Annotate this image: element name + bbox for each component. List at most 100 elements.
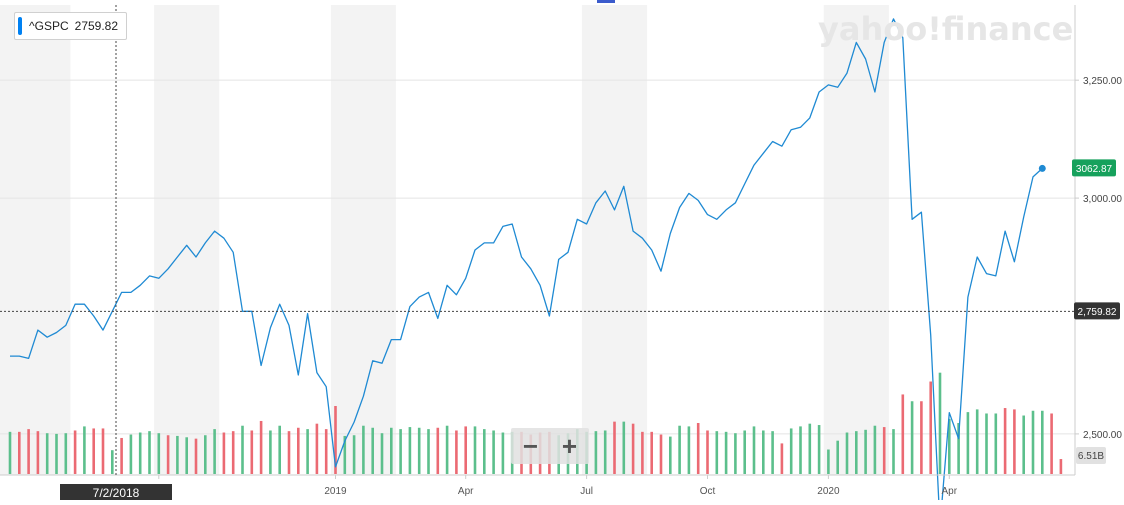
- volume-bar: [696, 423, 700, 474]
- volume-bar: [706, 430, 709, 474]
- volume-bar: [836, 440, 839, 474]
- volume-bar: [994, 413, 998, 474]
- volume-bar: [324, 429, 328, 474]
- series-color-swatch: [18, 17, 22, 35]
- crosshair: 2,759.82 7/2/2018: [0, 5, 1120, 500]
- volume-bar: [120, 437, 123, 474]
- volume-label: 6.51B: [1078, 451, 1104, 462]
- volume-bar: [780, 443, 784, 474]
- volume-bar: [55, 433, 58, 474]
- volume-bar: [1022, 415, 1025, 474]
- volume-bar: [855, 431, 858, 474]
- volume-bar: [938, 372, 942, 474]
- x-tick-label: 2020: [817, 486, 840, 497]
- volume-bar: [399, 429, 402, 474]
- volume-bar: [659, 434, 663, 474]
- x-tick-label: 2019: [324, 486, 347, 497]
- volume-bar: [297, 427, 300, 474]
- volume-bar: [920, 401, 923, 474]
- volume-bar: [901, 394, 905, 474]
- volume-bar: [455, 430, 458, 474]
- volume-bar: [966, 412, 970, 474]
- range-indicator[interactable]: [597, 0, 615, 3]
- last-price-dot: [1038, 164, 1046, 172]
- volume-bar: [445, 425, 449, 474]
- volume-bar: [975, 409, 979, 474]
- volume-bar: [8, 431, 12, 474]
- volume-bar: [352, 435, 356, 474]
- volume-bar: [1059, 459, 1063, 474]
- volume-bar: [817, 425, 821, 474]
- volume-bar: [687, 426, 691, 474]
- yahoo-finance-watermark: yahoo!finance: [818, 10, 1074, 48]
- legend-symbol: ^GSPC: [29, 19, 69, 33]
- volume-bar: [166, 435, 170, 474]
- legend-value: 2759.82: [74, 19, 119, 33]
- volume-bar: [957, 423, 960, 474]
- volume-bar: [390, 427, 393, 474]
- crosshair-date-label: 7/2/2018: [93, 486, 140, 500]
- symbol-legend[interactable]: ^GSPC 2759.82: [14, 12, 128, 40]
- volume-bar: [176, 435, 179, 474]
- volume-bar: [650, 431, 653, 474]
- volume-bar: [45, 433, 49, 474]
- volume-bar: [799, 426, 802, 474]
- volume-bar: [892, 429, 895, 474]
- volume-bar: [473, 426, 477, 474]
- volume-bar: [1003, 408, 1007, 474]
- volume-bar: [269, 430, 272, 474]
- volume-bar: [380, 433, 384, 474]
- volume-bar: [101, 428, 105, 474]
- price-line: [10, 18, 1043, 505]
- volume-bar: [436, 427, 440, 474]
- x-tick-label: Jul: [580, 486, 593, 497]
- volume-bar: [27, 429, 30, 474]
- volume-bar: [231, 431, 235, 474]
- volume-bar: [138, 432, 142, 474]
- volume-bar: [715, 431, 719, 474]
- volume-bar: [948, 418, 951, 474]
- volume-bar: [157, 433, 161, 474]
- volume-bar: [594, 431, 598, 474]
- volume-bar: [808, 423, 812, 474]
- volume-bar: [250, 430, 254, 474]
- volume-bar: [603, 430, 607, 474]
- shaded-band: [330, 5, 396, 475]
- volume-bar: [985, 413, 988, 474]
- volume-bar: [315, 423, 319, 474]
- volume-bar: [73, 430, 77, 474]
- volume-bar: [864, 429, 867, 474]
- volume-bar: [185, 437, 188, 474]
- zoom-out-button[interactable]: −: [522, 430, 539, 461]
- volume-bar: [213, 429, 216, 474]
- x-tick-label: Apr: [942, 486, 958, 497]
- volume-bar: [148, 431, 151, 474]
- volume-bar: [1013, 409, 1016, 474]
- zoom-in-button[interactable]: +: [561, 430, 578, 461]
- volume-bar: [483, 429, 486, 474]
- y-tick-label: 2,500.00: [1083, 430, 1122, 441]
- crosshair-date-badge: [60, 484, 172, 500]
- volume-bar: [204, 435, 207, 474]
- price-line-group: [10, 18, 1046, 505]
- y-tick-label: 3,250.00: [1083, 76, 1122, 87]
- x-tick-label: Oct: [700, 486, 716, 497]
- volume-bar: [492, 430, 495, 474]
- volume-bar: [1041, 410, 1044, 474]
- shaded-band: [154, 5, 220, 475]
- volume-bar: [1031, 410, 1035, 474]
- last-price-label: 3062.87: [1076, 164, 1113, 175]
- volume-bar: [427, 429, 430, 474]
- volume-bar: [241, 425, 244, 474]
- volume-bar: [417, 427, 421, 474]
- weekend-bands: [0, 5, 889, 475]
- volume-bar: [929, 381, 932, 474]
- volume-bar: [669, 436, 672, 474]
- shaded-band: [823, 5, 889, 475]
- volume-bar: [724, 431, 728, 474]
- volume-bar: [343, 435, 347, 474]
- volume-bar: [18, 431, 21, 474]
- axes: 3,250.003,000.002,500.00Oct2019AprJulOct…: [0, 5, 1122, 497]
